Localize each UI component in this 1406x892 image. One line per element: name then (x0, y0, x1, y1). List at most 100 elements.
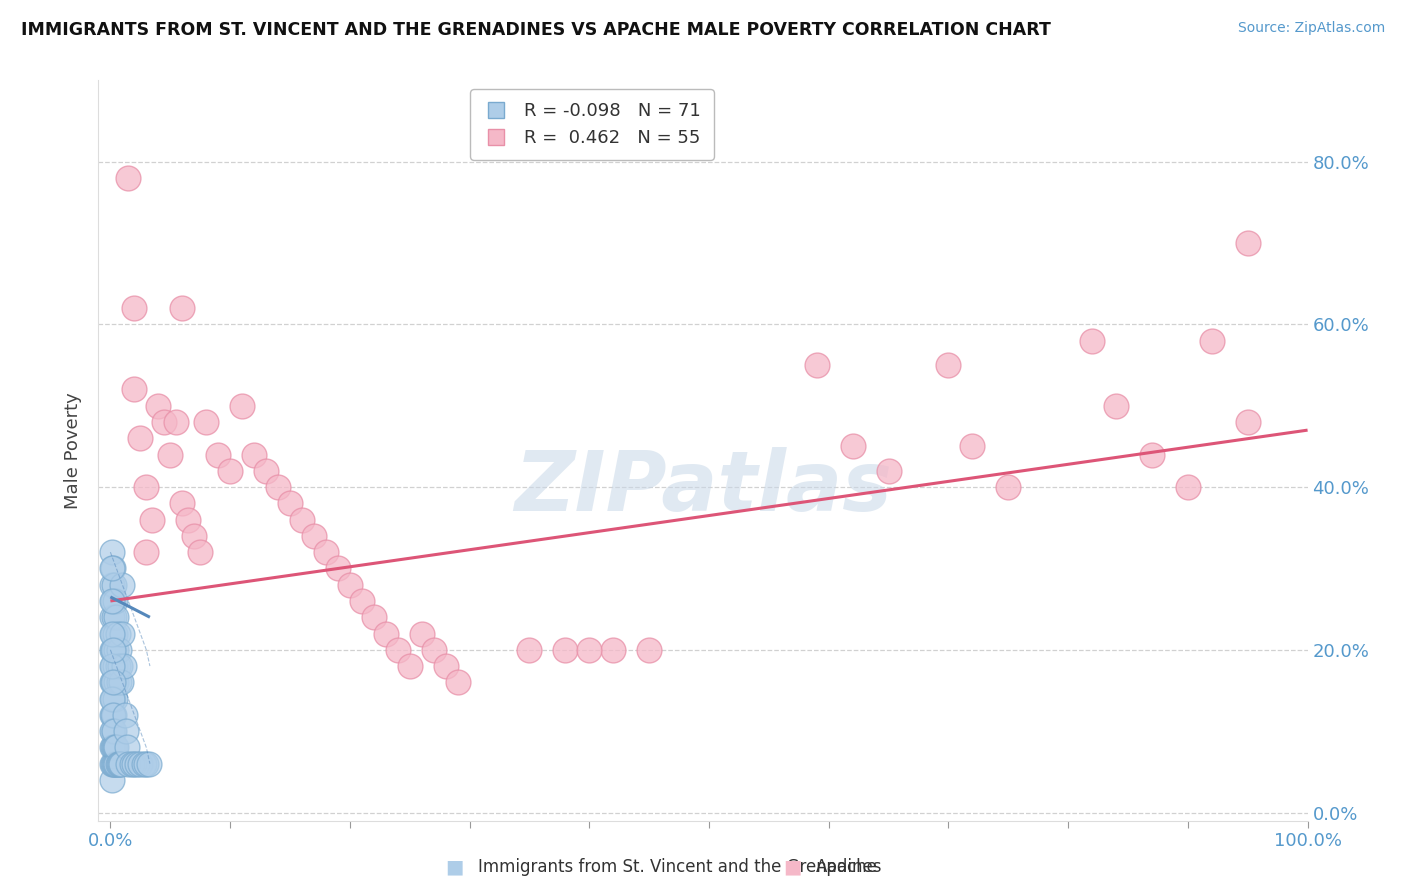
Point (107, 642, 129, 657)
Point (101, 724, 124, 739)
Y-axis label: Male Poverty: Male Poverty (65, 392, 83, 508)
Point (806, 358, 828, 372)
Point (101, 756, 124, 771)
Point (103, 610, 125, 624)
Text: ZIPatlas: ZIPatlas (515, 447, 891, 528)
Point (108, 659, 131, 673)
Point (374, 626, 396, 640)
Point (100, 772, 122, 787)
Point (100, 610, 122, 624)
Point (877, 464, 900, 478)
Point (104, 659, 127, 673)
Point (107, 626, 129, 640)
Point (1081, 334, 1104, 348)
Point (110, 756, 132, 771)
Point (138, 756, 160, 771)
Point (554, 642, 576, 657)
Point (172, 301, 194, 315)
Text: Source: ZipAtlas.com: Source: ZipAtlas.com (1237, 21, 1385, 35)
Text: ■: ■ (446, 857, 464, 877)
Point (100, 561, 122, 575)
Point (135, 756, 157, 771)
Point (105, 610, 128, 624)
Point (398, 659, 420, 673)
Point (107, 675, 129, 690)
Point (107, 756, 129, 771)
Point (129, 431, 152, 445)
Point (219, 464, 242, 478)
Point (101, 740, 124, 755)
Point (100, 659, 122, 673)
Point (101, 594, 124, 608)
Text: Apache: Apache (815, 858, 877, 876)
Point (101, 626, 124, 640)
Point (104, 594, 127, 608)
Point (315, 545, 337, 559)
Point (124, 756, 146, 771)
Point (148, 399, 170, 413)
Point (1201, 334, 1223, 348)
Point (100, 691, 122, 706)
Point (100, 724, 122, 739)
Point (101, 691, 124, 706)
Point (434, 659, 457, 673)
Point (101, 642, 124, 657)
Point (188, 545, 211, 559)
Point (100, 594, 122, 608)
Point (115, 740, 138, 755)
Point (278, 496, 301, 510)
Point (997, 480, 1019, 494)
Point (104, 756, 127, 771)
Point (103, 740, 125, 755)
Point (153, 415, 176, 429)
Point (110, 675, 132, 690)
Point (159, 448, 181, 462)
Point (105, 675, 128, 690)
Point (302, 529, 325, 543)
Point (135, 545, 157, 559)
Point (135, 480, 157, 494)
Point (195, 415, 218, 429)
Point (183, 529, 205, 543)
Text: IMMIGRANTS FROM ST. VINCENT AND THE GRENADINES VS APACHE MALE POVERTY CORRELATIO: IMMIGRANTS FROM ST. VINCENT AND THE GREN… (21, 21, 1050, 38)
Point (121, 756, 143, 771)
Point (231, 399, 253, 413)
Point (100, 626, 122, 640)
Point (350, 594, 373, 608)
Point (117, 756, 139, 771)
Point (177, 513, 200, 527)
Point (104, 740, 127, 755)
Point (100, 756, 122, 771)
Point (339, 577, 361, 591)
Point (107, 756, 129, 771)
Point (172, 496, 194, 510)
Point (1105, 399, 1128, 413)
Point (962, 439, 984, 453)
Point (363, 610, 385, 624)
Point (103, 724, 125, 739)
Point (100, 675, 122, 690)
Point (104, 626, 127, 640)
Point (207, 448, 229, 462)
Point (104, 691, 127, 706)
Point (101, 561, 124, 575)
Point (101, 659, 124, 673)
Legend: R = -0.098   N = 71, R =  0.462   N = 55: R = -0.098 N = 71, R = 0.462 N = 55 (470, 89, 714, 160)
Point (111, 626, 134, 640)
Point (254, 464, 277, 478)
Point (100, 577, 122, 591)
Point (411, 626, 433, 640)
Point (105, 642, 128, 657)
Point (1177, 480, 1199, 494)
Point (267, 480, 290, 494)
Point (100, 545, 122, 559)
Point (141, 513, 163, 527)
Point (422, 642, 444, 657)
Point (1236, 415, 1258, 429)
Point (124, 383, 146, 397)
Point (165, 415, 187, 429)
Point (105, 756, 128, 771)
Point (114, 707, 136, 722)
Point (638, 642, 661, 657)
Point (101, 675, 124, 690)
